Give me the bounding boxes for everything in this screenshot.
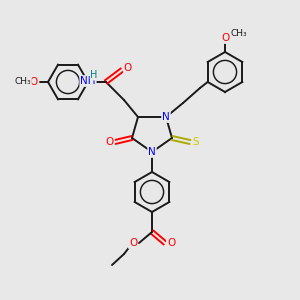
Text: NH: NH [80, 76, 96, 86]
Text: O: O [167, 238, 175, 248]
Text: H: H [90, 70, 98, 80]
Text: N: N [162, 112, 170, 122]
Text: O: O [129, 238, 137, 248]
Text: S: S [193, 137, 199, 147]
Text: CH₃: CH₃ [15, 77, 31, 86]
Text: N: N [148, 147, 156, 157]
Text: O: O [221, 33, 229, 43]
Text: CH₃: CH₃ [231, 29, 247, 38]
Text: O: O [106, 137, 114, 147]
Text: O: O [30, 77, 38, 87]
Text: O: O [124, 63, 132, 73]
